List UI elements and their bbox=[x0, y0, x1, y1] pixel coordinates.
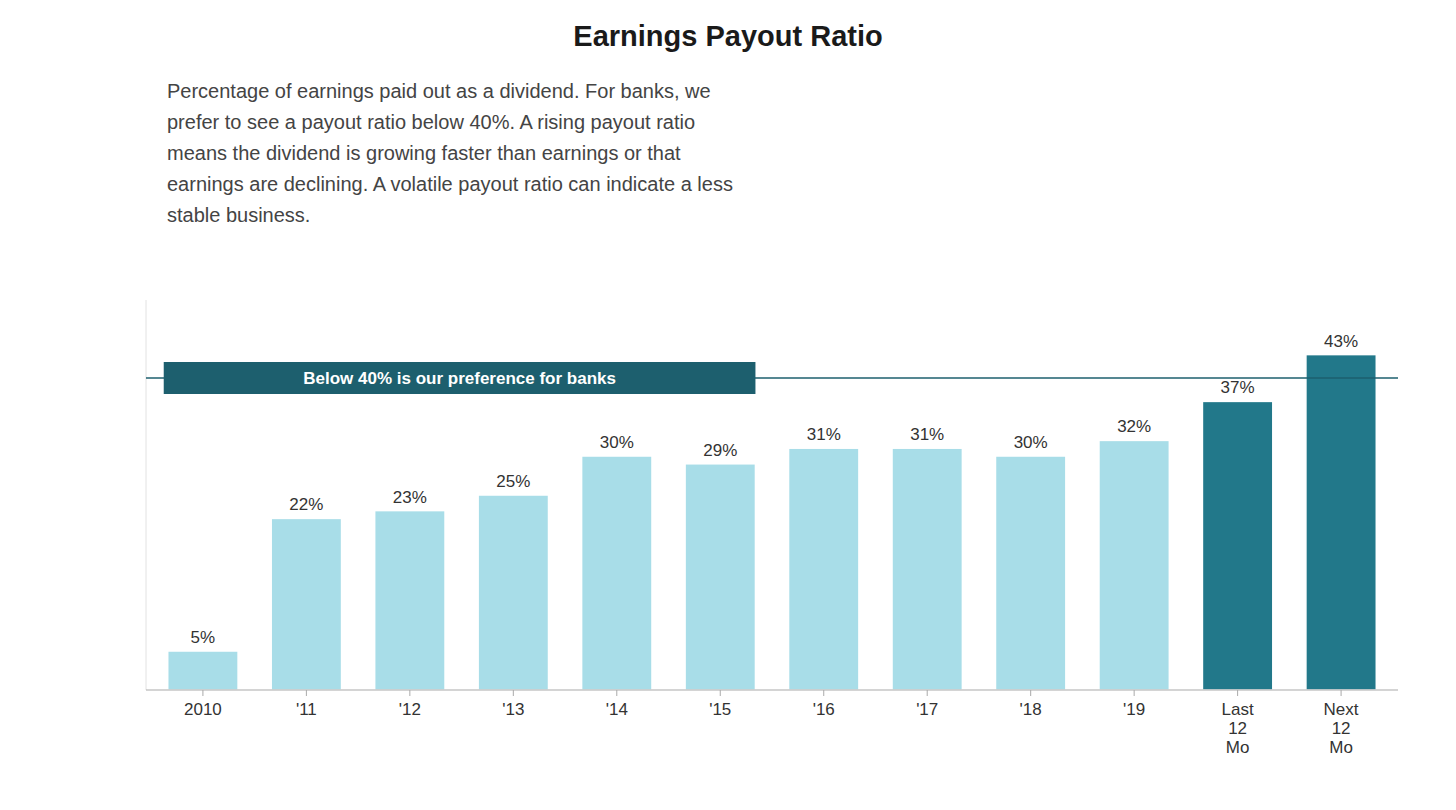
x-tick-label: '16 bbox=[813, 700, 835, 719]
x-tick bbox=[1237, 690, 1238, 696]
x-tick-label: '19 bbox=[1123, 700, 1145, 719]
bar bbox=[1306, 355, 1376, 690]
x-tick-label: '18 bbox=[1020, 700, 1042, 719]
x-tick-label: Next12Mo bbox=[1324, 700, 1359, 757]
x-tick bbox=[306, 690, 307, 696]
bar bbox=[995, 456, 1065, 690]
x-tick bbox=[720, 690, 721, 696]
data-labels: 5% 22% 23% 25% 30% 29% 31% 31% 30% 32% 37% 43% bbox=[191, 332, 1358, 647]
x-axis-line bbox=[146, 689, 1398, 690]
data-label: 25% bbox=[496, 472, 530, 491]
x-tick-label: '15 bbox=[709, 700, 731, 719]
background bbox=[0, 0, 1456, 810]
bar bbox=[1202, 401, 1272, 690]
data-label: 31% bbox=[910, 425, 944, 444]
bar bbox=[1099, 440, 1169, 690]
y-axis-line bbox=[146, 300, 147, 690]
x-tick bbox=[1134, 690, 1135, 696]
data-label: 30% bbox=[1014, 433, 1048, 452]
x-tick-label: '12 bbox=[399, 700, 421, 719]
x-tick bbox=[1030, 690, 1031, 696]
reference: Below 40% is our preference for banks bbox=[146, 362, 1398, 394]
title: Earnings Payout Ratio bbox=[573, 20, 882, 52]
x-tick-label: Last12Mo bbox=[1222, 700, 1254, 757]
data-label: 5% bbox=[191, 628, 216, 647]
data-label: 22% bbox=[289, 495, 323, 514]
subtitle: Percentage of earnings paid out as a div… bbox=[167, 80, 733, 226]
bar bbox=[685, 464, 755, 690]
reference-label: Below 40% is our preference for banks bbox=[303, 369, 616, 388]
chart: Earnings Payout Ratio Percentage of earni… bbox=[0, 0, 1456, 810]
bar bbox=[892, 448, 962, 690]
x-tick bbox=[409, 690, 410, 696]
bar bbox=[375, 511, 445, 690]
data-label: 29% bbox=[703, 441, 737, 460]
data-label: 43% bbox=[1324, 332, 1358, 351]
data-label: 30% bbox=[600, 433, 634, 452]
subtitle-line: earnings are declining. A volatile payou… bbox=[167, 173, 733, 195]
bar bbox=[271, 518, 341, 690]
data-label: 23% bbox=[393, 488, 427, 507]
data-label: 31% bbox=[807, 425, 841, 444]
x-tick bbox=[616, 690, 617, 696]
x-tick-label: 2010 bbox=[184, 700, 222, 719]
x-tick-label: '14 bbox=[606, 700, 628, 719]
x-tick bbox=[202, 690, 203, 696]
bar bbox=[789, 448, 859, 690]
bar bbox=[478, 495, 548, 690]
bar bbox=[582, 456, 652, 690]
x-ticks: 2010 '11 '12 '13 '14 '15 '16 '17 '18 '19 Last12Mo N… bbox=[184, 690, 1359, 757]
x-tick-label: '11 bbox=[296, 700, 317, 719]
x-tick bbox=[1341, 690, 1342, 696]
bar bbox=[168, 651, 238, 690]
subtitle-line: means the dividend is growing faster tha… bbox=[167, 142, 681, 164]
x-tick bbox=[927, 690, 928, 696]
subtitle-line: Percentage of earnings paid out as a div… bbox=[167, 80, 711, 102]
data-label: 37% bbox=[1221, 378, 1255, 397]
x-tick bbox=[823, 690, 824, 696]
bars bbox=[168, 355, 1377, 690]
x-tick-label: '17 bbox=[916, 700, 938, 719]
x-tick bbox=[513, 690, 514, 696]
reference-label-box bbox=[164, 362, 756, 394]
subtitle-line: stable business. bbox=[167, 204, 310, 226]
subtitle-line: prefer to see a payout ratio below 40%. … bbox=[167, 111, 695, 133]
x-tick-label: '13 bbox=[502, 700, 524, 719]
data-label: 32% bbox=[1117, 417, 1151, 436]
